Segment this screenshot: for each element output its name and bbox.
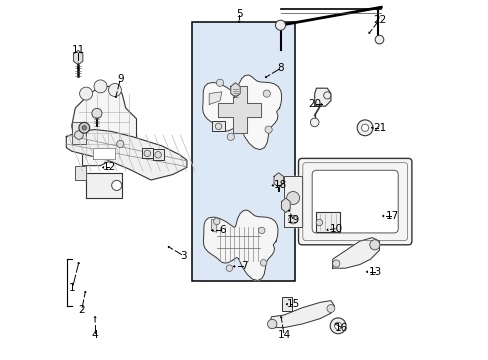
Bar bbox=[192, 22, 294, 281]
Text: 8: 8 bbox=[277, 63, 283, 73]
Circle shape bbox=[108, 84, 121, 96]
Circle shape bbox=[79, 122, 89, 133]
Text: 18: 18 bbox=[273, 180, 286, 190]
Circle shape bbox=[117, 140, 123, 148]
Text: 10: 10 bbox=[329, 224, 342, 234]
Circle shape bbox=[227, 133, 234, 140]
Polygon shape bbox=[209, 92, 222, 104]
Polygon shape bbox=[218, 86, 261, 133]
Text: 21: 21 bbox=[372, 123, 386, 133]
Polygon shape bbox=[73, 50, 82, 65]
Text: 17: 17 bbox=[385, 211, 398, 221]
Polygon shape bbox=[72, 86, 136, 166]
Circle shape bbox=[213, 218, 220, 225]
Circle shape bbox=[75, 131, 83, 139]
Text: 16: 16 bbox=[334, 323, 347, 333]
Circle shape bbox=[286, 192, 299, 204]
Bar bbox=[142, 148, 152, 158]
Text: 2: 2 bbox=[78, 305, 85, 315]
Polygon shape bbox=[202, 75, 281, 150]
Circle shape bbox=[267, 319, 276, 329]
Circle shape bbox=[361, 124, 368, 131]
Polygon shape bbox=[281, 198, 289, 212]
Circle shape bbox=[334, 322, 341, 329]
Circle shape bbox=[329, 318, 346, 334]
Text: 1: 1 bbox=[69, 283, 76, 293]
Circle shape bbox=[258, 227, 264, 234]
Circle shape bbox=[374, 35, 383, 44]
Polygon shape bbox=[314, 88, 330, 106]
Circle shape bbox=[111, 180, 122, 190]
Polygon shape bbox=[203, 210, 277, 280]
Circle shape bbox=[94, 80, 107, 93]
Text: 4: 4 bbox=[92, 330, 98, 340]
Polygon shape bbox=[93, 148, 115, 159]
Text: 12: 12 bbox=[102, 162, 116, 172]
Text: 13: 13 bbox=[368, 267, 382, 277]
Text: 3: 3 bbox=[180, 251, 186, 261]
Circle shape bbox=[369, 240, 379, 250]
Text: 5: 5 bbox=[235, 9, 242, 19]
Circle shape bbox=[215, 123, 222, 130]
Circle shape bbox=[225, 265, 232, 271]
Text: 9: 9 bbox=[117, 74, 123, 84]
Text: 6: 6 bbox=[219, 225, 226, 235]
Text: 15: 15 bbox=[286, 299, 299, 309]
Bar bbox=[212, 121, 224, 131]
Circle shape bbox=[216, 79, 223, 86]
Bar bbox=[152, 149, 163, 160]
Polygon shape bbox=[284, 176, 302, 227]
Circle shape bbox=[316, 219, 322, 226]
Polygon shape bbox=[75, 166, 86, 180]
Polygon shape bbox=[66, 130, 186, 180]
FancyBboxPatch shape bbox=[298, 158, 411, 245]
Circle shape bbox=[288, 215, 297, 224]
Text: 19: 19 bbox=[286, 215, 299, 225]
Text: 14: 14 bbox=[277, 330, 290, 340]
Circle shape bbox=[82, 126, 86, 130]
Polygon shape bbox=[332, 238, 379, 268]
Circle shape bbox=[92, 108, 102, 118]
Circle shape bbox=[149, 149, 156, 157]
Polygon shape bbox=[86, 173, 122, 198]
Text: 20: 20 bbox=[307, 99, 321, 109]
Polygon shape bbox=[269, 301, 334, 328]
Circle shape bbox=[155, 152, 161, 158]
Polygon shape bbox=[230, 83, 240, 97]
Circle shape bbox=[326, 305, 334, 312]
FancyBboxPatch shape bbox=[311, 170, 397, 233]
Circle shape bbox=[356, 120, 372, 136]
Circle shape bbox=[275, 20, 285, 30]
Circle shape bbox=[264, 126, 272, 133]
Circle shape bbox=[80, 87, 92, 100]
Text: 22: 22 bbox=[372, 15, 386, 25]
Bar bbox=[72, 122, 86, 144]
Polygon shape bbox=[211, 220, 216, 232]
Circle shape bbox=[144, 150, 150, 157]
Text: 11: 11 bbox=[71, 45, 84, 55]
Bar bbox=[316, 212, 339, 232]
Polygon shape bbox=[273, 173, 283, 187]
Circle shape bbox=[260, 260, 266, 266]
Text: 7: 7 bbox=[241, 261, 247, 271]
Bar bbox=[282, 297, 292, 311]
Circle shape bbox=[323, 92, 330, 99]
Circle shape bbox=[332, 260, 339, 267]
Circle shape bbox=[310, 118, 318, 127]
Circle shape bbox=[263, 90, 270, 97]
